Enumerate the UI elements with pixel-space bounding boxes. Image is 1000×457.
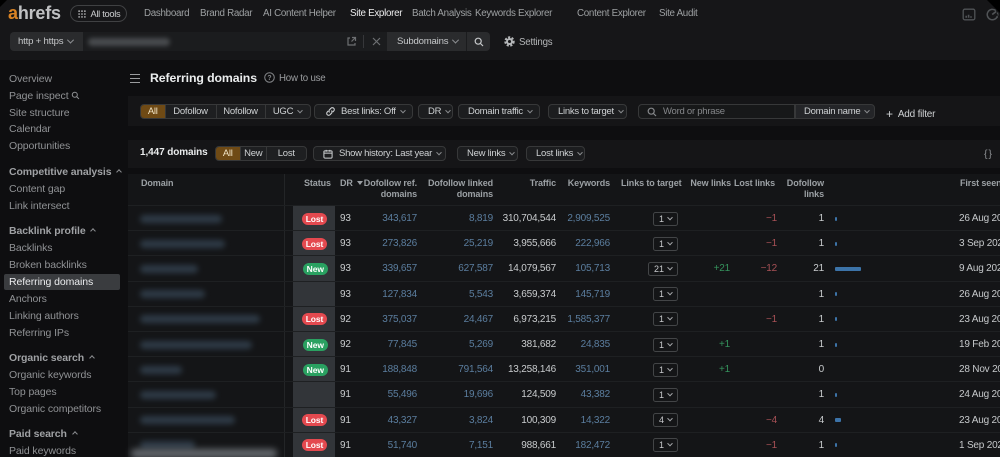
svg-text:?: ? (267, 75, 271, 82)
